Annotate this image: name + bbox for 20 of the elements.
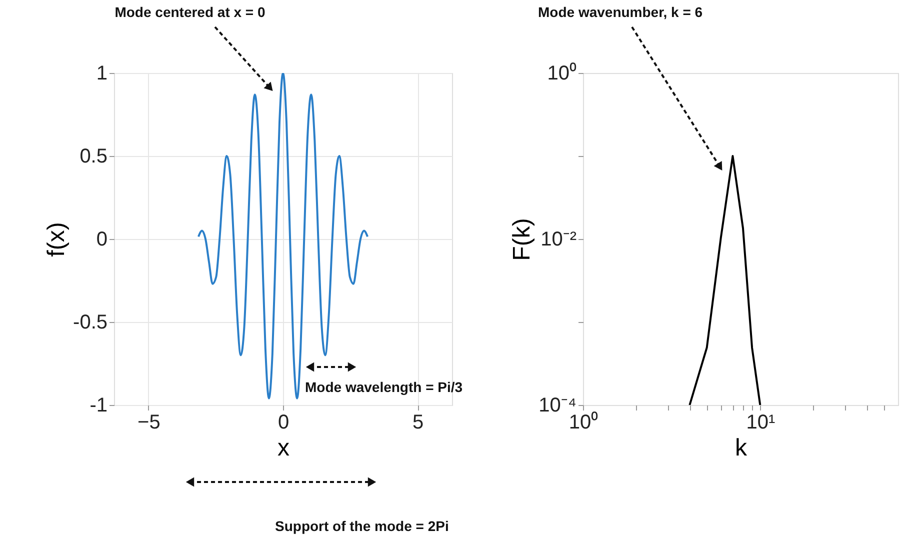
y-tick-label: 0 [96,228,108,250]
x-tick-label: 10¹ [746,412,776,434]
annotation: Mode wavelength = Pi/3 [305,379,463,395]
text: Mode centered at x = 0 [114,4,266,20]
x-axis-title: k [735,434,748,462]
x-tick-label: 10⁰ [568,410,598,434]
y-tick-label: 10⁻² [540,228,577,250]
text: Support of the mode = 2Pi [275,518,449,534]
y-tick-label: 10⁰ [547,62,576,84]
text: Mode wavenumber, k = 6 [538,4,703,20]
y-tick-label: -1 [90,394,108,416]
y-tick-label: -0.5 [73,312,108,334]
x-tick-label: 0 [278,412,290,434]
y-tick-label: 0.5 [80,146,108,168]
x-axis-title: x [278,434,290,462]
y-axis-title: F(k) [508,218,536,261]
x-tick-label: −5 [138,412,160,434]
y-axis-title: f(x) [43,222,70,257]
x-tick-label: 5 [412,412,424,434]
y-tick-label: 1 [96,62,108,84]
